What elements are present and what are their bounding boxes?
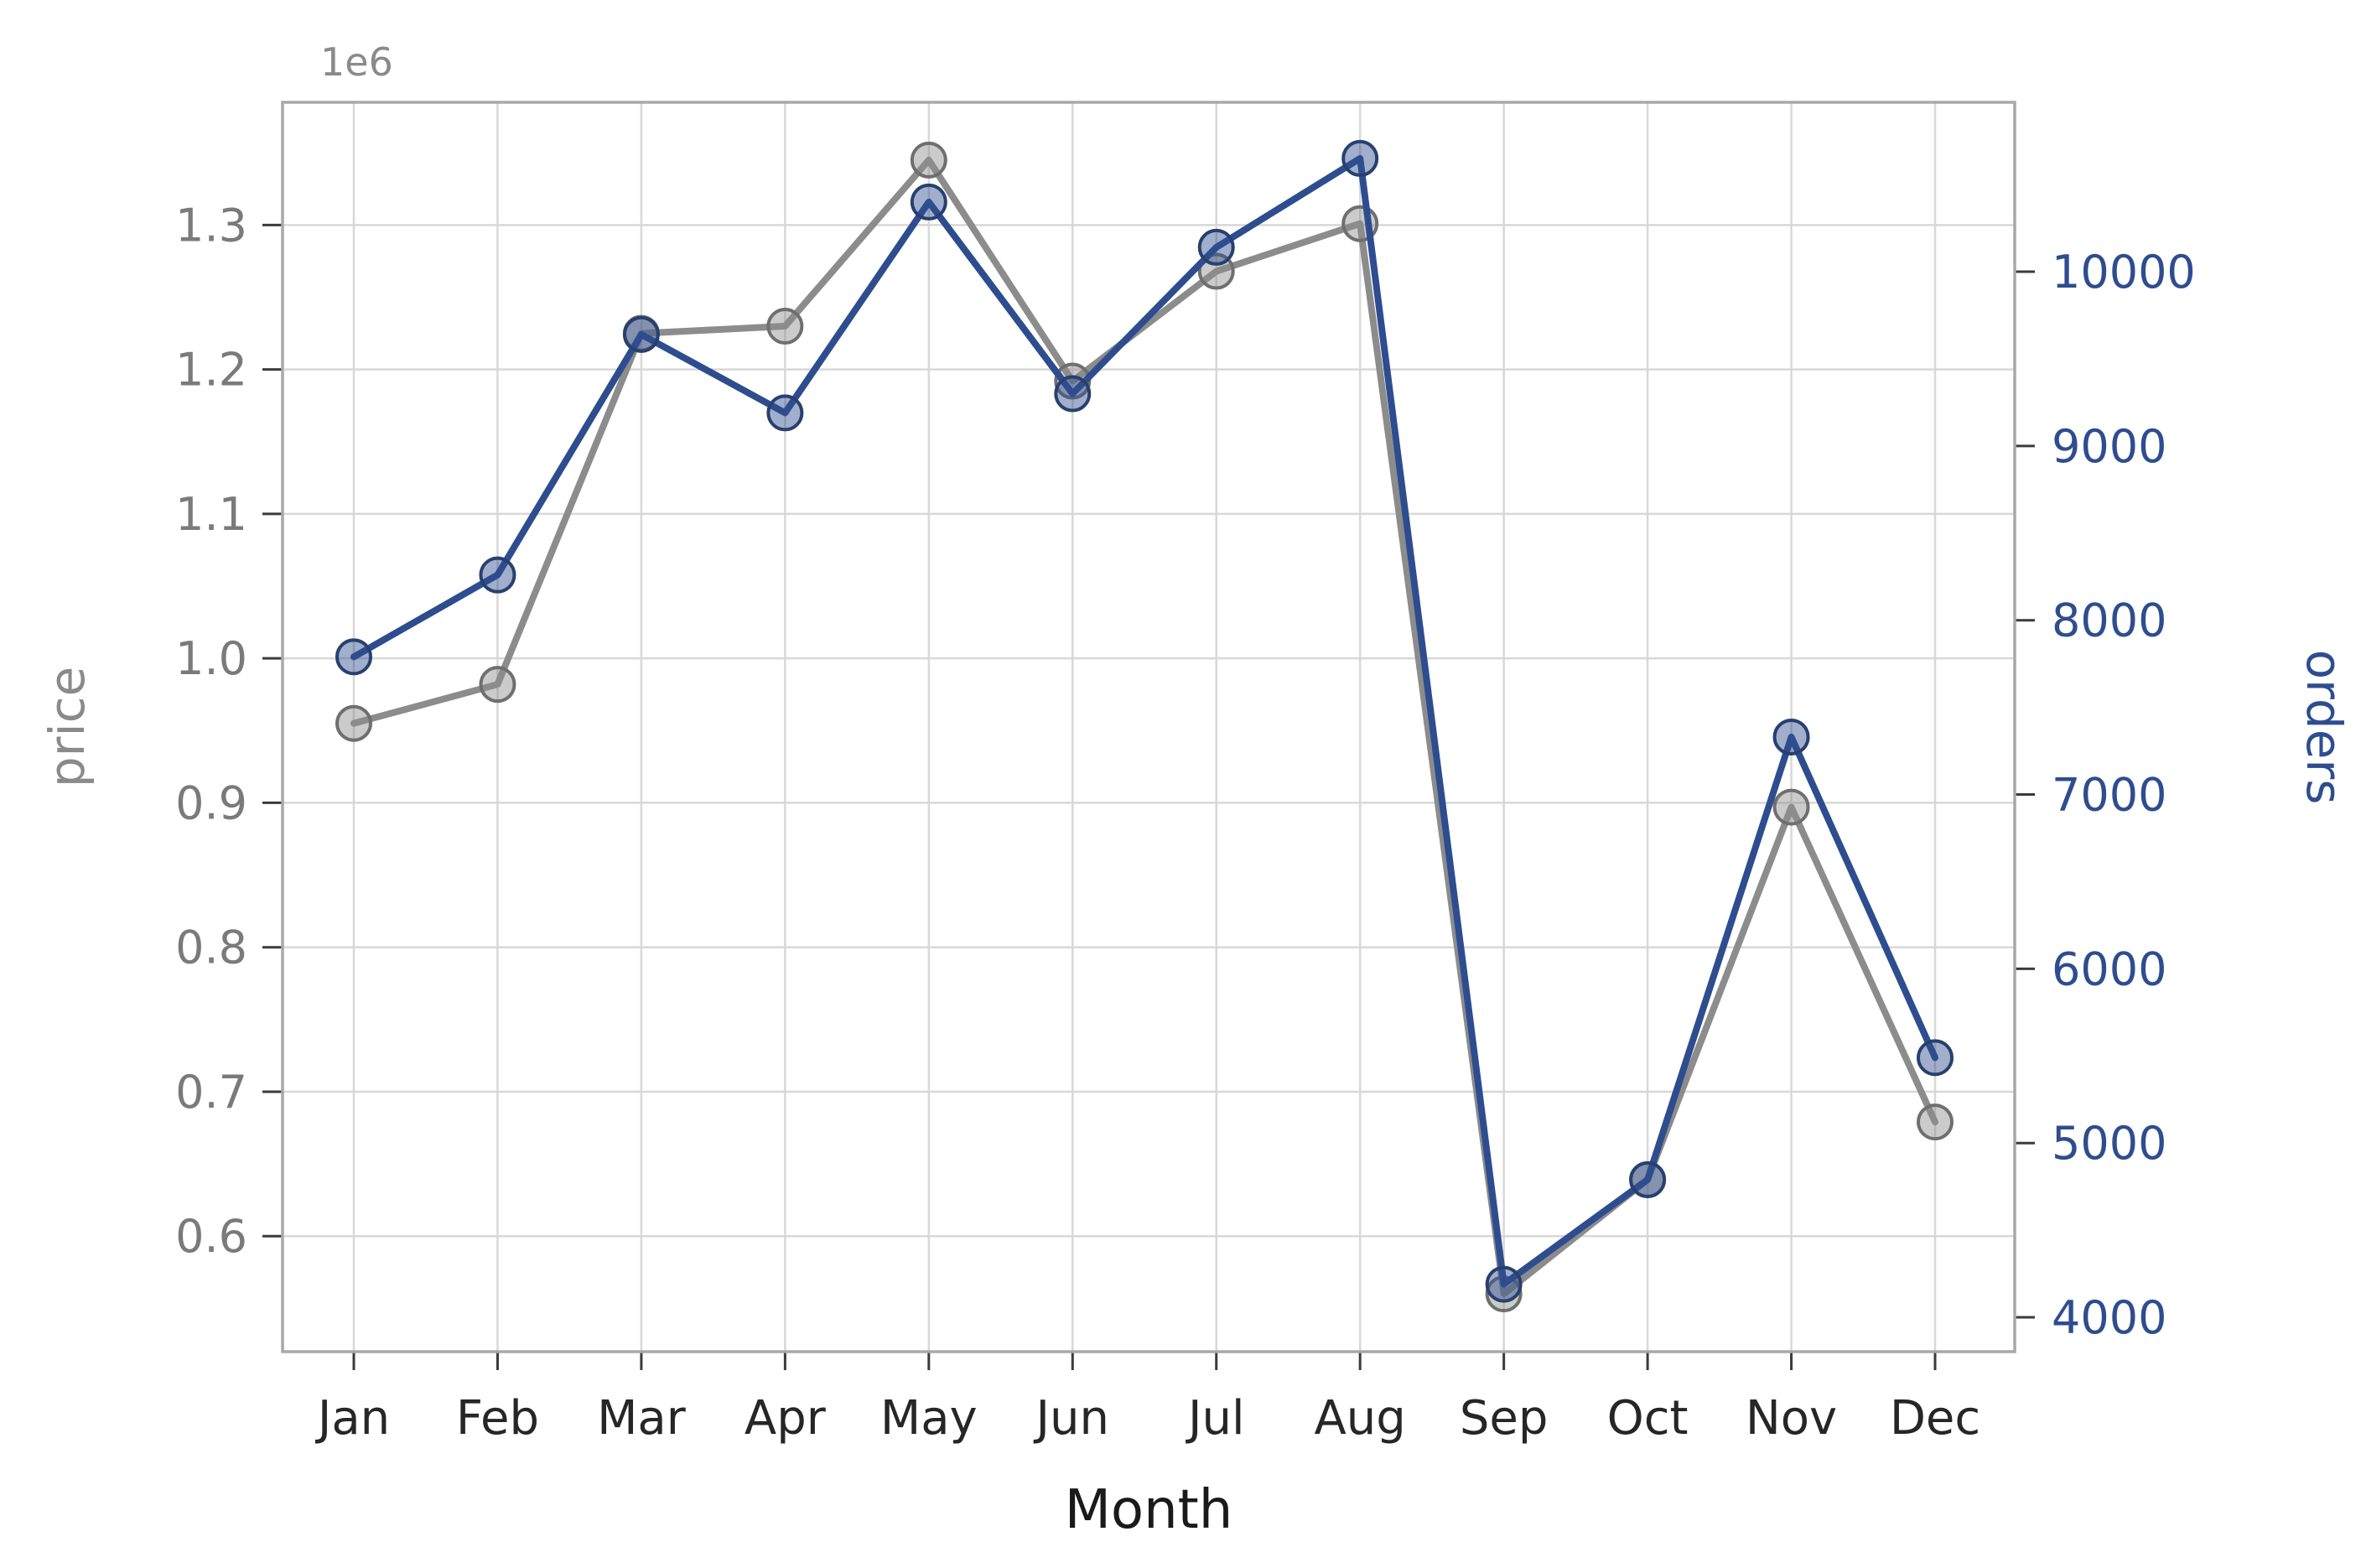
orders-data-point-marker (1629, 1160, 1667, 1198)
price-data-point-marker (910, 141, 947, 179)
right-tick-label: 9000 (2052, 420, 2166, 473)
orders-data-point-marker (1197, 228, 1235, 266)
y-axis-label-price: price (39, 667, 96, 787)
x-tick-label: Oct (1607, 1391, 1689, 1446)
price-data-point-marker (335, 704, 372, 742)
price-data-point-marker (1772, 788, 1810, 826)
orders-data-point-marker (1341, 139, 1379, 177)
left-tick-label: 1.1 (175, 488, 247, 541)
series-layer (335, 139, 1954, 1313)
right-tick-label: 4000 (2052, 1291, 2166, 1344)
right-tick-label: 6000 (2052, 942, 2166, 995)
orders-data-point-marker (1917, 1039, 1954, 1077)
x-tick-label: Jun (1034, 1391, 1110, 1446)
orders-data-point-marker (1772, 718, 1810, 755)
left-tick-label: 0.7 (175, 1066, 247, 1119)
gridlines (283, 102, 2015, 1352)
left-tick-label: 1.2 (175, 344, 247, 397)
right-tick-label: 7000 (2052, 769, 2166, 822)
x-tick-label: Apr (745, 1391, 827, 1446)
left-tick-label: 1.0 (175, 632, 247, 685)
plot-frame (281, 101, 2016, 1353)
left-tick-label: 0.6 (175, 1210, 247, 1263)
price-data-point-marker (766, 307, 804, 345)
x-axis-label: Month (1065, 1479, 1233, 1541)
orders-line (350, 154, 1938, 1288)
right-tick-label: 5000 (2052, 1117, 2166, 1170)
y-axis-label-orders: orders (2296, 650, 2353, 805)
price-data-point-marker (1917, 1103, 1954, 1141)
x-tick-label: Aug (1315, 1391, 1406, 1446)
x-tick-label: Nov (1746, 1391, 1837, 1446)
left-tick-label: 1.3 (175, 199, 247, 252)
right-tick-label: 8000 (2052, 594, 2166, 647)
price-line (350, 156, 1938, 1298)
left-tick-label: 0.8 (175, 922, 247, 974)
series-orders (335, 139, 1954, 1303)
x-tick-label: Sep (1460, 1391, 1549, 1446)
x-tick-label: Jul (1186, 1391, 1245, 1446)
orders-data-point-marker (622, 315, 660, 353)
price-data-point-marker (479, 666, 516, 704)
tick-labels: 0.6 0.7 0.8 0.9 1.0 1.1 1.2 1.3 4000 5000 6000 7000… (175, 199, 2196, 1446)
left-axis-offset-text: 1e6 (320, 39, 393, 85)
series-price (335, 141, 1954, 1313)
x-tick-label: Dec (1890, 1391, 1980, 1446)
x-tick-label: Mar (597, 1391, 687, 1446)
orders-data-point-marker (335, 638, 372, 676)
orders-data-point-marker (910, 183, 947, 221)
x-tick-label: Jan (315, 1391, 390, 1446)
left-tick-label: 0.9 (175, 776, 247, 829)
orders-data-point-marker (479, 556, 516, 594)
orders-data-point-marker (766, 394, 804, 432)
x-tick-label: May (880, 1391, 978, 1446)
orders-data-point-marker (1485, 1265, 1523, 1303)
x-tick-label: Feb (456, 1391, 539, 1446)
right-tick-label: 10000 (2052, 246, 2196, 299)
orders-data-point-marker (1054, 375, 1092, 413)
